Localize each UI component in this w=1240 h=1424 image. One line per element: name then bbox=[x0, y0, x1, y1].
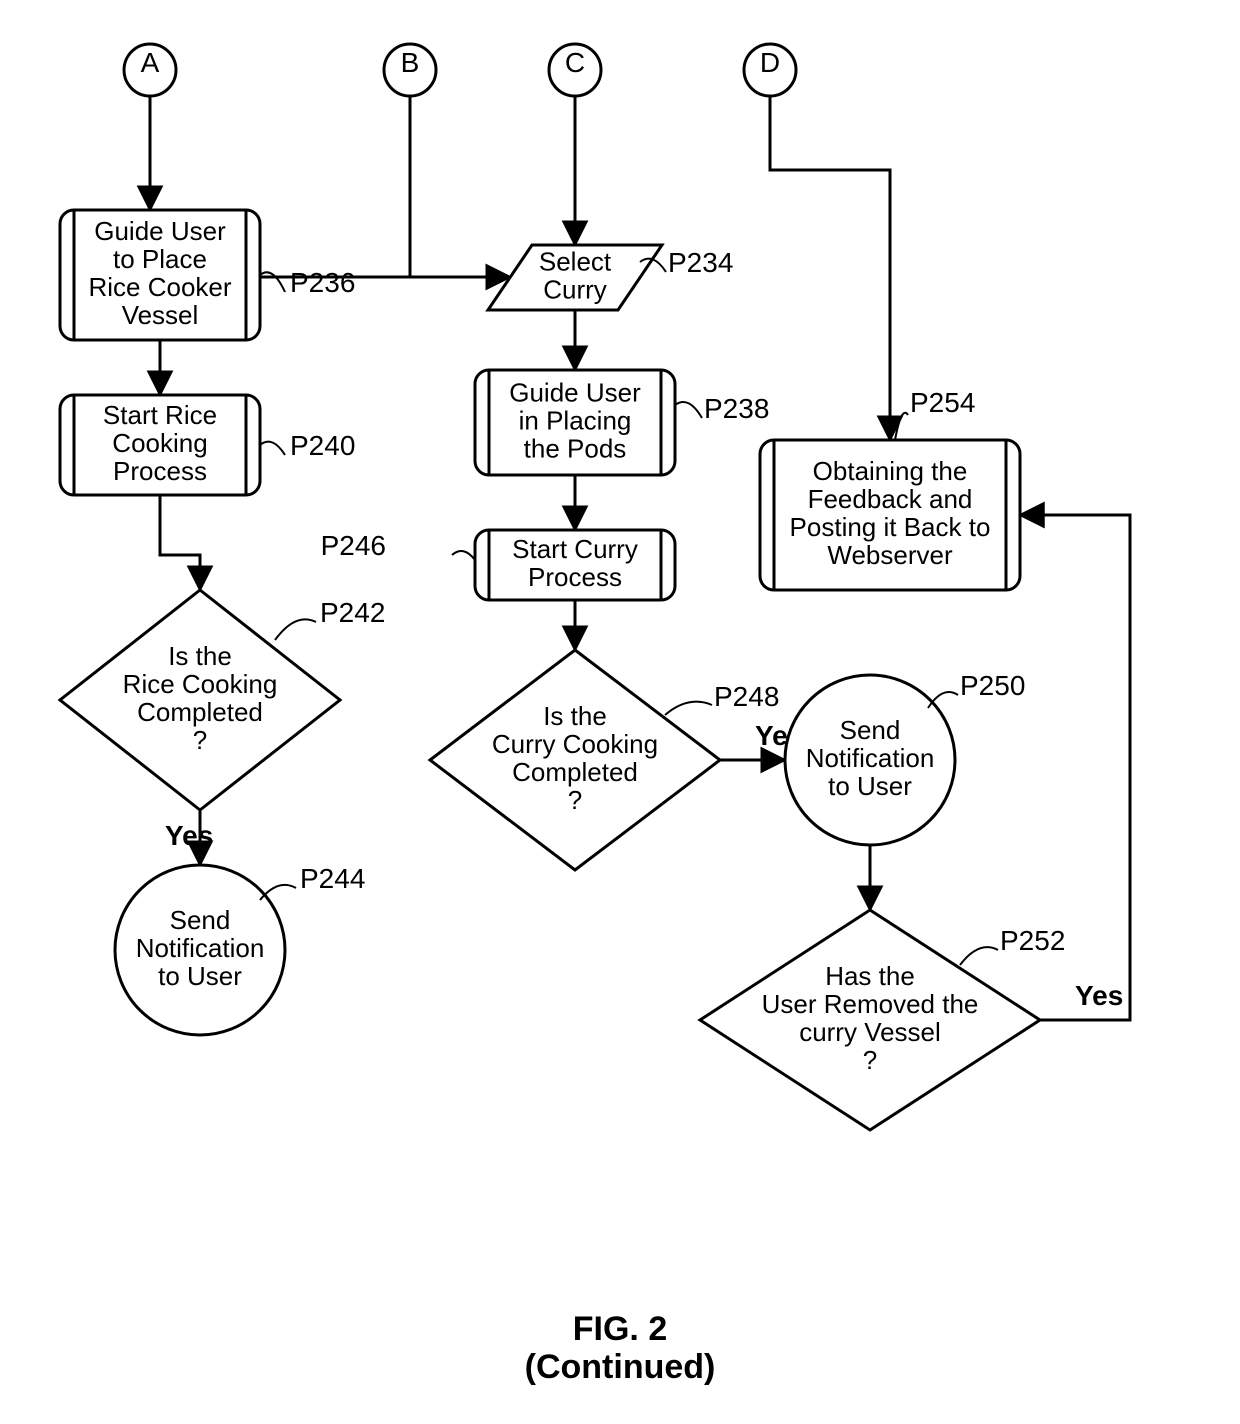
svg-text:Feedback and: Feedback and bbox=[808, 484, 973, 514]
node-p234: SelectCurry bbox=[488, 245, 662, 310]
ref-label-p250: P250 bbox=[928, 670, 1025, 708]
connector-c: C bbox=[549, 44, 601, 96]
flowchart: YesYesYes Guide Userto PlaceRice CookerV… bbox=[0, 0, 1240, 1424]
edge-b-p234 bbox=[410, 96, 510, 277]
svg-text:Start Curry: Start Curry bbox=[512, 534, 638, 564]
svg-text:P234: P234 bbox=[668, 247, 733, 278]
svg-text:P250: P250 bbox=[960, 670, 1025, 701]
ref-label-p252: P252 bbox=[960, 925, 1065, 965]
connector-d: D bbox=[744, 44, 796, 96]
svg-text:P252: P252 bbox=[1000, 925, 1065, 956]
ref-label-p246: P246 bbox=[321, 530, 475, 561]
svg-text:?: ? bbox=[863, 1045, 877, 1075]
svg-text:to User: to User bbox=[828, 771, 912, 801]
ref-label-p238: P238 bbox=[675, 393, 769, 424]
svg-text:Is the: Is the bbox=[543, 701, 607, 731]
svg-text:the Pods: the Pods bbox=[524, 433, 627, 463]
node-p254: Obtaining theFeedback andPosting it Back… bbox=[760, 440, 1020, 590]
svg-text:Vessel: Vessel bbox=[122, 300, 199, 330]
svg-text:User Removed the: User Removed the bbox=[762, 989, 979, 1019]
svg-text:?: ? bbox=[568, 785, 582, 815]
node-p250: SendNotificationto User bbox=[785, 675, 955, 845]
svg-text:Start Rice: Start Rice bbox=[103, 400, 217, 430]
edge-d-p254 bbox=[770, 96, 890, 440]
edge-label-yes: Yes bbox=[1075, 980, 1123, 1011]
svg-text:D: D bbox=[760, 47, 780, 78]
figure-caption-line1: FIG. 2 bbox=[573, 1310, 667, 1348]
edge-label-yes: Yes bbox=[165, 820, 213, 851]
node-p248: Is theCurry CookingCompleted? bbox=[430, 650, 720, 870]
svg-text:Select: Select bbox=[539, 246, 612, 276]
svg-text:P240: P240 bbox=[290, 430, 355, 461]
svg-text:to Place: to Place bbox=[113, 244, 207, 274]
svg-text:Cooking: Cooking bbox=[112, 428, 207, 458]
ref-label-p236: P236 bbox=[260, 267, 355, 298]
ref-label-p244: P244 bbox=[260, 863, 365, 900]
svg-text:to User: to User bbox=[158, 961, 242, 991]
svg-text:Obtaining the: Obtaining the bbox=[813, 456, 968, 486]
svg-text:Rice Cooking: Rice Cooking bbox=[123, 669, 278, 699]
svg-text:Notification: Notification bbox=[136, 933, 265, 963]
svg-text:curry Vessel: curry Vessel bbox=[799, 1017, 941, 1047]
ref-label-p240: P240 bbox=[260, 430, 355, 461]
svg-text:Curry: Curry bbox=[543, 274, 607, 304]
node-p244: SendNotificationto User bbox=[115, 865, 285, 1035]
connector-a: A bbox=[124, 44, 176, 96]
svg-text:Process: Process bbox=[113, 456, 207, 486]
ref-label-p242: P242 bbox=[275, 597, 385, 640]
svg-text:in Placing: in Placing bbox=[519, 405, 632, 435]
svg-text:Guide User: Guide User bbox=[94, 216, 226, 246]
svg-text:Is the: Is the bbox=[168, 641, 232, 671]
node-p236: Guide Userto PlaceRice CookerVessel bbox=[60, 210, 260, 340]
svg-text:Completed: Completed bbox=[512, 757, 638, 787]
svg-text:Send: Send bbox=[170, 905, 231, 935]
ref-label-p248: P248 bbox=[665, 681, 779, 715]
svg-text:Posting it Back to: Posting it Back to bbox=[790, 512, 991, 542]
svg-text:P242: P242 bbox=[320, 597, 385, 628]
svg-text:Notification: Notification bbox=[806, 743, 935, 773]
figure-caption-line2: (Continued) bbox=[525, 1348, 716, 1386]
edge-p240-p242 bbox=[160, 495, 200, 590]
node-p242: Is theRice CookingCompleted? bbox=[60, 590, 340, 810]
svg-text:P246: P246 bbox=[321, 530, 386, 561]
svg-text:Has the: Has the bbox=[825, 961, 915, 991]
svg-text:C: C bbox=[565, 47, 585, 78]
node-p238: Guide Userin Placingthe Pods bbox=[475, 370, 675, 475]
svg-text:Webserver: Webserver bbox=[827, 540, 953, 570]
svg-text:P238: P238 bbox=[704, 393, 769, 424]
svg-text:Completed: Completed bbox=[137, 697, 263, 727]
svg-text:P236: P236 bbox=[290, 267, 355, 298]
svg-text:?: ? bbox=[193, 725, 207, 755]
svg-text:P254: P254 bbox=[910, 387, 975, 418]
svg-text:Guide User: Guide User bbox=[509, 377, 641, 407]
svg-text:A: A bbox=[141, 47, 160, 78]
svg-text:Send: Send bbox=[840, 715, 901, 745]
svg-text:Rice Cooker: Rice Cooker bbox=[88, 272, 231, 302]
svg-text:P244: P244 bbox=[300, 863, 365, 894]
svg-text:B: B bbox=[401, 47, 420, 78]
node-p252: Has theUser Removed thecurry Vessel? bbox=[700, 910, 1040, 1130]
svg-text:Curry Cooking: Curry Cooking bbox=[492, 729, 658, 759]
connector-b: B bbox=[384, 44, 436, 96]
node-p240: Start RiceCookingProcess bbox=[60, 395, 260, 495]
ref-label-p254: P254 bbox=[895, 387, 975, 440]
node-p246: Start CurryProcess bbox=[475, 530, 675, 600]
svg-text:Process: Process bbox=[528, 562, 622, 592]
svg-text:P248: P248 bbox=[714, 681, 779, 712]
